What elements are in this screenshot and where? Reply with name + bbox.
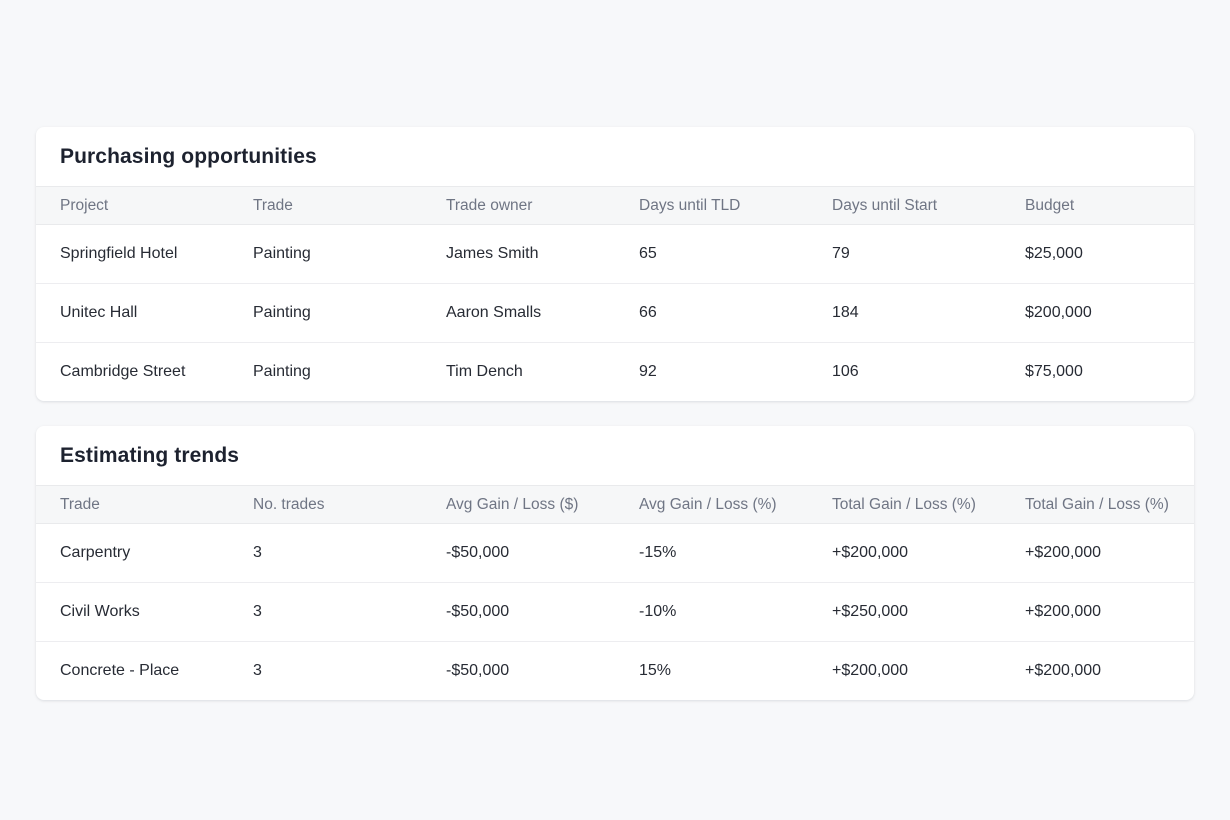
purchasing-opportunities-card: Purchasing opportunities Project Trade T…: [36, 127, 1194, 401]
cell-budget: $75,000: [1025, 363, 1083, 380]
cell-avg-gain-loss-pct: -10%: [615, 582, 808, 642]
table-row: Carpentry 3 -$50,000 -15% +$200,000 +$20…: [36, 523, 1194, 583]
cell-days-until-start: 106: [832, 363, 859, 380]
cell-days-until-tld: 65: [615, 224, 808, 284]
cell-days-until-start: 79: [808, 224, 1001, 284]
column-header-avg-gain-loss-pct: Avg Gain / Loss (%): [615, 485, 808, 524]
cell-no-trades: 3: [253, 662, 262, 679]
column-header-trade-owner: Trade owner: [422, 186, 615, 225]
purchasing-table: Project Trade Trade owner Days until TLD…: [36, 186, 1194, 401]
cell-trade: Concrete - Place: [60, 662, 180, 679]
cell-avg-gain-loss-pct: 15%: [639, 662, 672, 679]
purchasing-card-title-bar: Purchasing opportunities: [36, 127, 1194, 186]
column-header-budget: Budget: [1001, 186, 1194, 225]
cell-project: Unitec Hall: [36, 283, 229, 343]
column-header-days-until-tld: Days until TLD: [615, 186, 808, 225]
cell-no-trades: 3: [229, 523, 422, 583]
table-row: Civil Works 3 -$50,000 -10% +$250,000 +$…: [36, 582, 1194, 642]
cell-trade: Painting: [229, 224, 422, 284]
cell-trade-owner: James Smith: [422, 224, 615, 284]
cell-total-gain-loss-pct-2: +$200,000: [1001, 523, 1194, 583]
cell-avg-gain-loss-usd: -$50,000: [446, 662, 510, 679]
cell-trade-owner: Tim Dench: [446, 363, 523, 380]
cell-no-trades: 3: [229, 582, 422, 642]
table-row: Unitec Hall Painting Aaron Smalls 66 184…: [36, 283, 1194, 343]
estimating-table: Trade No. trades Avg Gain / Loss ($) Avg…: [36, 485, 1194, 700]
column-header-avg-gain-loss-usd: Avg Gain / Loss ($): [422, 485, 615, 524]
cell-total-gain-loss-pct-1: +$200,000: [832, 662, 909, 679]
cell-days-until-start: 184: [808, 283, 1001, 343]
purchasing-header-row: Project Trade Trade owner Days until TLD…: [36, 186, 1194, 225]
cell-avg-gain-loss-usd: -$50,000: [422, 523, 615, 583]
column-header-trade: Trade: [36, 485, 229, 524]
cell-days-until-tld: 66: [615, 283, 808, 343]
table-row: Concrete - Place 3 -$50,000 15% +$200,00…: [36, 642, 1194, 701]
column-header-trade: Trade: [229, 186, 422, 225]
cell-budget: $25,000: [1001, 224, 1194, 284]
cell-days-until-tld: 92: [639, 363, 657, 380]
column-header-days-until-start: Days until Start: [808, 186, 1001, 225]
table-row: Cambridge Street Painting Tim Dench 92 1…: [36, 343, 1194, 402]
cell-avg-gain-loss-usd: -$50,000: [422, 582, 615, 642]
cell-total-gain-loss-pct-1: +$200,000: [808, 523, 1001, 583]
cell-trade: Painting: [253, 363, 311, 380]
column-header-project: Project: [36, 186, 229, 225]
column-header-no-trades: No. trades: [229, 485, 422, 524]
estimating-trends-card: Estimating trends Trade No. trades Avg G…: [36, 426, 1194, 700]
cell-total-gain-loss-pct-2: +$200,000: [1001, 582, 1194, 642]
cell-trade-owner: Aaron Smalls: [422, 283, 615, 343]
cell-budget: $200,000: [1001, 283, 1194, 343]
column-header-total-gain-loss-pct-2: Total Gain / Loss (%): [1001, 485, 1194, 524]
cell-trade: Carpentry: [36, 523, 229, 583]
estimating-card-title-bar: Estimating trends: [36, 426, 1194, 485]
cell-avg-gain-loss-pct: -15%: [615, 523, 808, 583]
cell-trade: Civil Works: [36, 582, 229, 642]
estimating-header-row: Trade No. trades Avg Gain / Loss ($) Avg…: [36, 485, 1194, 524]
cell-total-gain-loss-pct-2: +$200,000: [1025, 662, 1102, 679]
cell-total-gain-loss-pct-1: +$250,000: [808, 582, 1001, 642]
estimating-card-title: Estimating trends: [60, 443, 240, 467]
cell-project: Cambridge Street: [60, 363, 186, 380]
purchasing-card-title: Purchasing opportunities: [60, 144, 317, 168]
table-row: Springfield Hotel Painting James Smith 6…: [36, 224, 1194, 284]
cell-trade: Painting: [229, 283, 422, 343]
column-header-total-gain-loss-pct-1: Total Gain / Loss (%): [808, 485, 1001, 524]
cell-project: Springfield Hotel: [36, 224, 229, 284]
